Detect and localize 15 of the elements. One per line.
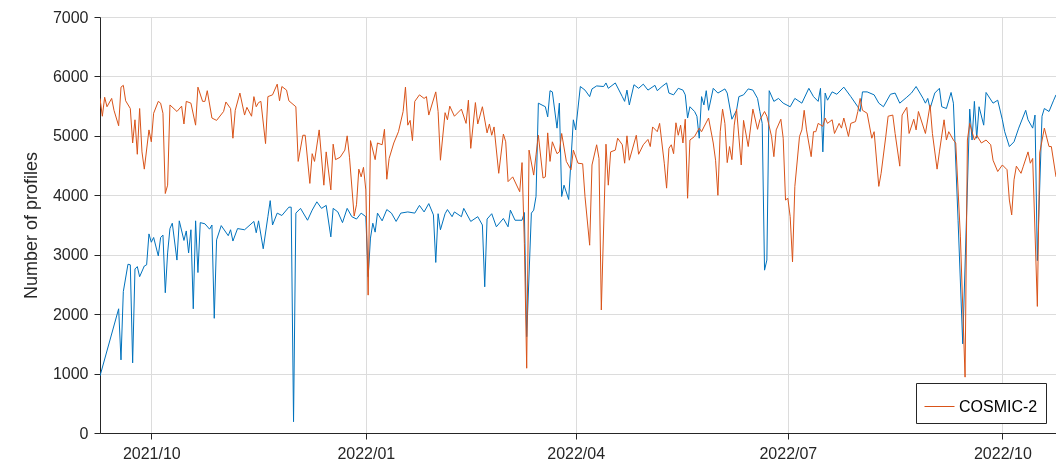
y-tick-label: 5000	[52, 127, 89, 145]
y-tick-label: 2000	[52, 305, 89, 323]
x-tick-label: 2022/01	[337, 444, 396, 462]
y-axis-title: Number of profiles	[20, 151, 41, 300]
x-tick-label: 2022/07	[759, 444, 818, 462]
y-tick-label: 6000	[52, 67, 89, 85]
x-tick-label: 2022/10	[973, 444, 1032, 462]
y-tick-label: 0	[79, 424, 89, 442]
y-tick-label: 7000	[52, 8, 89, 26]
y-tick-label: 4000	[52, 186, 89, 204]
x-tick-label: 2021/10	[122, 444, 181, 462]
y-tick-label: 1000	[52, 365, 89, 383]
y-tick-label: 3000	[52, 246, 89, 264]
x-tick-label: 2022/04	[547, 444, 606, 462]
legend-label: COSMIC-2	[959, 397, 1038, 415]
